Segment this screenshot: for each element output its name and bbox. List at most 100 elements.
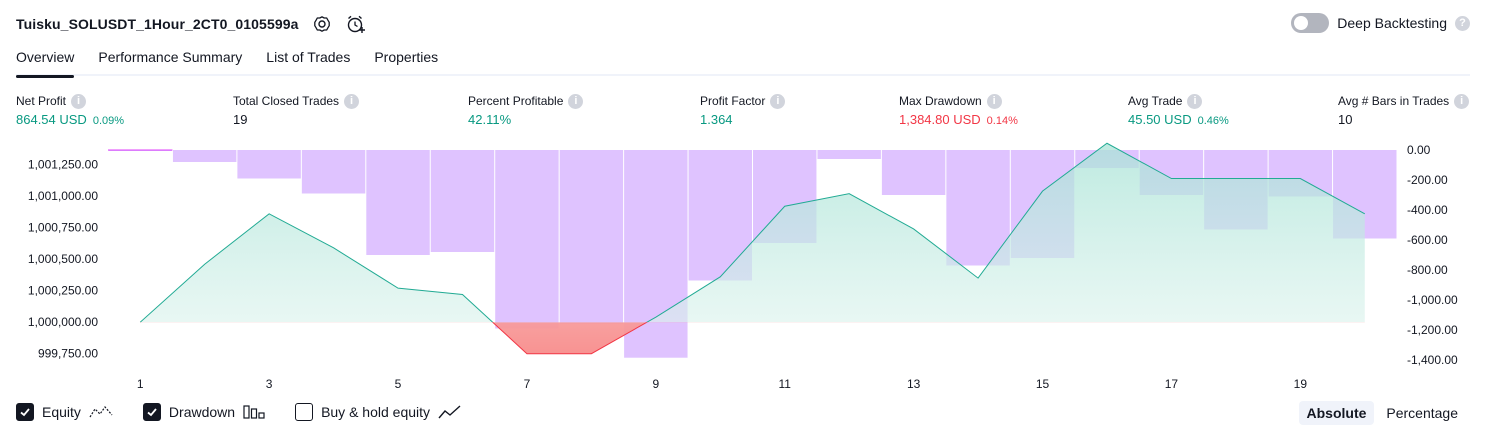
drawdown-bar <box>495 150 559 329</box>
percentage-button[interactable]: Percentage <box>1386 405 1458 421</box>
x-tick-label: 1 <box>137 377 144 390</box>
info-icon[interactable]: i <box>1187 93 1203 109</box>
drawdown-bar <box>237 150 301 179</box>
buy-hold-checkbox[interactable] <box>295 403 314 421</box>
drawdown-bars-icon <box>243 405 265 419</box>
metric-label: Avg Trade <box>1128 94 1183 108</box>
metric-value: 864.54 USD <box>16 112 87 127</box>
info-icon[interactable]: i <box>986 93 1002 109</box>
y-right-tick-label: -400.00 <box>1407 203 1448 217</box>
drawdown-bar <box>559 150 624 324</box>
drawdown-bar <box>301 150 366 194</box>
settings-icon[interactable] <box>312 14 332 34</box>
y-left-tick-label: 1,000,500.00 <box>28 252 98 266</box>
metric-value: 19 <box>233 112 248 127</box>
metric-percent: 0.46% <box>1197 115 1229 127</box>
drawdown-checkbox[interactable] <box>142 403 161 421</box>
y-right-tick-label: -200.00 <box>1407 173 1448 187</box>
metric-value: 1,384.80 USD <box>899 112 981 127</box>
y-right-tick-label: -600.00 <box>1407 233 1448 247</box>
tab-performance-summary[interactable]: Performance Summary <box>98 49 243 65</box>
metric-label: Profit Factor <box>700 94 766 108</box>
report-tabs: Overview Performance Summary List of Tra… <box>16 44 1470 78</box>
metric-avg-trade: Avg Trade i 45.50 USD 0.46% <box>1128 92 1229 127</box>
y-left-tick-label: 1,001,250.00 <box>28 158 98 172</box>
x-tick-label: 5 <box>395 377 402 390</box>
metric-label: Avg # Bars in Trades <box>1338 94 1450 108</box>
equity-area <box>140 143 1365 323</box>
x-tick-label: 11 <box>778 377 791 390</box>
info-icon[interactable]: i <box>770 93 786 109</box>
tab-overview[interactable]: Overview <box>16 44 75 78</box>
y-left-tick-label: 1,000,000.00 <box>28 315 98 329</box>
buy-hold-line-icon <box>438 405 461 419</box>
metric-total-closed-trades: Total Closed Trades i 19 <box>233 92 360 127</box>
chart-canvas: 1,001,250.00 1,001,000.00 1,000,750.00 1,00… <box>28 142 1458 390</box>
metric-label: Net Profit <box>16 94 67 108</box>
deep-backtesting-control: Deep Backtesting ? <box>1291 13 1470 33</box>
legend-equity[interactable]: Equity <box>16 403 113 421</box>
x-tick-label: 13 <box>907 377 921 390</box>
info-icon[interactable]: i <box>71 93 87 109</box>
y-left-tick-label: 1,000,250.00 <box>28 284 98 298</box>
x-tick-label: 3 <box>266 377 273 390</box>
drawdown-bar <box>366 150 430 255</box>
metrics-row: Net Profit i 864.54 USD 0.09% Total Closed… <box>0 92 1486 132</box>
metric-label: Max Drawdown <box>899 94 982 108</box>
metric-net-profit: Net Profit i 864.54 USD 0.09% <box>16 92 124 127</box>
tab-properties[interactable]: Properties <box>374 49 439 65</box>
x-tick-label: 15 <box>1036 377 1050 390</box>
info-icon[interactable]: i <box>568 93 584 109</box>
info-icon[interactable]: i <box>1454 93 1470 109</box>
x-tick-label: 19 <box>1294 377 1308 390</box>
legend-drawdown[interactable]: Drawdown <box>142 403 265 421</box>
drawdown-bar <box>817 150 881 159</box>
legend-label: Buy & hold equity <box>321 404 431 420</box>
y-left-tick-label: 999,750.00 <box>38 347 98 361</box>
metric-value: 10 <box>1338 112 1353 127</box>
metric-percent: 0.09% <box>92 115 125 127</box>
chart-legend: Equity Drawdown Buy & hold equity <box>16 403 462 421</box>
drawdown-bar <box>881 150 946 195</box>
metric-avg-bars-in-trades: Avg # Bars in Trades i 10 <box>1338 92 1470 127</box>
y-right-tick-label: 0.00 <box>1407 143 1431 157</box>
drawdown-bar <box>946 150 1010 266</box>
x-tick-label: 9 <box>652 377 659 390</box>
equity-drawdown-chart: 1,001,250.00 1,001,000.00 1,000,750.00 1,00… <box>0 140 1486 390</box>
legend-label: Drawdown <box>168 404 236 420</box>
y-right-tick-label: -1,200.00 <box>1407 323 1458 337</box>
toggle-knob <box>1294 16 1309 30</box>
strategy-name: Tuisku_SOLUSDT_1Hour_2CT0_0105599a <box>16 16 299 32</box>
metric-profit-factor: Profit Factor i 1.364 <box>700 92 786 127</box>
drawdown-bar <box>430 150 495 252</box>
y-right-tick-label: -1,400.00 <box>1407 353 1458 367</box>
legend-label: Equity <box>42 404 81 420</box>
deep-backtesting-toggle[interactable] <box>1291 13 1330 33</box>
absolute-button[interactable]: Absolute <box>1298 401 1375 425</box>
value-mode-switch: Absolute Percentage <box>1298 401 1467 425</box>
metric-percent: 0.14% <box>986 115 1018 127</box>
metric-label: Percent Profitable <box>468 94 564 108</box>
alert-clock-icon[interactable] <box>346 14 366 34</box>
x-tick-label: 17 <box>1165 377 1179 390</box>
metric-percent-profitable: Percent Profitable i 42.11% <box>468 92 584 127</box>
equity-line-icon <box>89 406 113 418</box>
y-left-tick-label: 1,001,000.00 <box>28 189 98 203</box>
metric-label: Total Closed Trades <box>233 94 340 108</box>
x-tick-label: 7 <box>524 377 531 390</box>
deep-backtesting-label: Deep Backtesting <box>1337 15 1447 31</box>
tab-list-of-trades[interactable]: List of Trades <box>266 49 351 65</box>
help-icon[interactable]: ? <box>1455 15 1470 31</box>
legend-buy-hold-equity[interactable]: Buy & hold equity <box>295 403 462 421</box>
drawdown-bar <box>172 150 237 162</box>
metric-max-drawdown: Max Drawdown i 1,384.80 USD 0.14% <box>899 92 1018 127</box>
y-left-tick-label: 1,000,750.00 <box>28 221 98 235</box>
info-icon[interactable]: i <box>344 93 360 109</box>
equity-line <box>139 142 1366 323</box>
report-header: Tuisku_SOLUSDT_1Hour_2CT0_0105599a <box>16 12 366 36</box>
equity-checkbox[interactable] <box>16 403 34 421</box>
metric-value: 42.11% <box>468 112 512 127</box>
metric-value: 1.364 <box>700 112 733 127</box>
metric-value: 45.50 USD <box>1128 112 1192 127</box>
y-right-tick-label: -1,000.00 <box>1407 293 1458 307</box>
